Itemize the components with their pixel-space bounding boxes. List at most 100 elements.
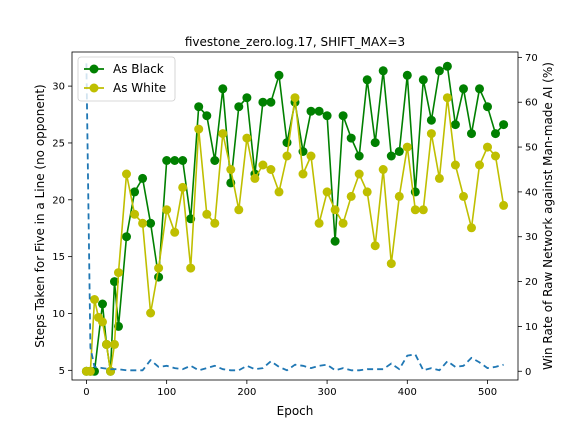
series-line-steps [85,63,504,372]
data-point-white [162,205,172,215]
data-point-white [210,218,220,228]
data-point-black [202,111,212,121]
data-point-white [290,93,300,103]
data-point-white [330,205,340,215]
x-axis-label: Epoch [277,404,314,418]
data-point-black [194,102,204,112]
y-axis-left: 5 10 15 20 25 30 [52,82,72,377]
y-left-tick-label: 5 [59,366,65,377]
data-point-black [122,232,131,242]
data-point-black [475,84,484,94]
data-point-white [146,308,156,318]
data-point-black [110,277,119,287]
data-point-black [314,106,324,116]
data-point-black [330,236,340,246]
y-right-tick-label: 20 [525,277,538,288]
data-point-white [122,169,131,179]
data-point-white [322,187,332,197]
data-point-white [130,209,140,219]
data-point-white [491,151,500,161]
y-right-tick-label: 40 [525,187,538,198]
data-point-black [274,70,284,80]
legend: As Black As White [77,56,176,102]
data-point-white [178,182,188,192]
y-right-tick-label: 50 [525,143,538,154]
data-point-white [483,142,492,152]
data-point-black [418,75,428,85]
data-point-black [434,66,444,76]
data-point-black [146,218,156,228]
data-point-white [442,93,452,103]
data-point-white [186,263,196,273]
data-point-white [98,317,107,327]
y-left-tick-label: 20 [52,195,65,206]
data-point-black [450,120,460,130]
data-point-black [402,70,412,80]
data-point-white [362,187,372,197]
data-point-white [306,151,316,161]
x-tick-label: 400 [398,387,417,398]
data-point-black [162,156,172,165]
y-right-tick-label: 10 [525,322,538,333]
x-tick-label: 500 [478,387,497,398]
data-point-white [218,129,228,139]
data-point-white [370,241,380,251]
data-point-black [282,138,292,148]
data-point-black [170,156,180,165]
data-point-white [154,263,164,273]
legend-marker-white [89,83,99,93]
y-left-tick-label: 25 [52,138,65,149]
data-point-white [258,160,268,170]
data-point-black [426,115,436,125]
y-left-tick-label: 30 [52,82,65,93]
data-point-white [434,173,444,183]
data-point-white [226,165,236,174]
data-point-black [467,129,476,139]
data-point-black [378,66,388,76]
x-tick-label: 200 [237,387,256,398]
plot-frame [71,51,519,381]
legend-label-black: As Black [113,62,164,76]
data-point-white [194,124,204,134]
data-point-black [130,187,140,197]
data-point-white [378,165,388,174]
data-point-black [178,156,188,165]
y-right-tick-label: 60 [525,98,538,109]
data-point-white [90,295,99,304]
data-point-black [459,84,468,94]
data-point-white [314,218,324,228]
data-point-white [250,173,260,183]
legend-marker-black [89,64,99,74]
data-point-white [346,191,356,201]
y-axis-right-label: Win Rate of Raw Network against Man-made… [541,62,555,370]
x-tick-label: 100 [157,387,176,398]
data-point-black [499,120,509,130]
data-point-white [170,227,180,237]
legend-label-white: As White [113,81,166,95]
data-point-black [442,61,452,71]
data-point-black [154,272,164,282]
y-right-tick-label: 30 [525,232,538,243]
data-point-white [394,191,404,201]
y-right-tick-label: 70 [525,53,538,64]
data-point-black [362,75,372,85]
data-point-black [322,111,332,121]
data-point-white [266,165,276,174]
data-point-black [258,97,268,107]
data-point-white [402,142,412,152]
y-axis-right: 0 10 20 30 40 50 60 70 [518,53,538,378]
data-point-black [386,151,396,161]
data-point-black [394,147,404,156]
y-left-tick-label: 15 [52,252,65,263]
data-point-white [418,205,428,215]
data-point-white [282,151,292,161]
data-point-black [218,84,228,94]
data-point-white [85,366,95,376]
data-point-white [410,205,420,215]
data-point-white [467,223,476,233]
data-point-white [450,160,460,170]
data-point-black [370,138,380,148]
x-tick-label: 300 [318,387,337,398]
y-axis-left-label: Steps Taken for Five in a Line (no oppon… [33,84,47,347]
